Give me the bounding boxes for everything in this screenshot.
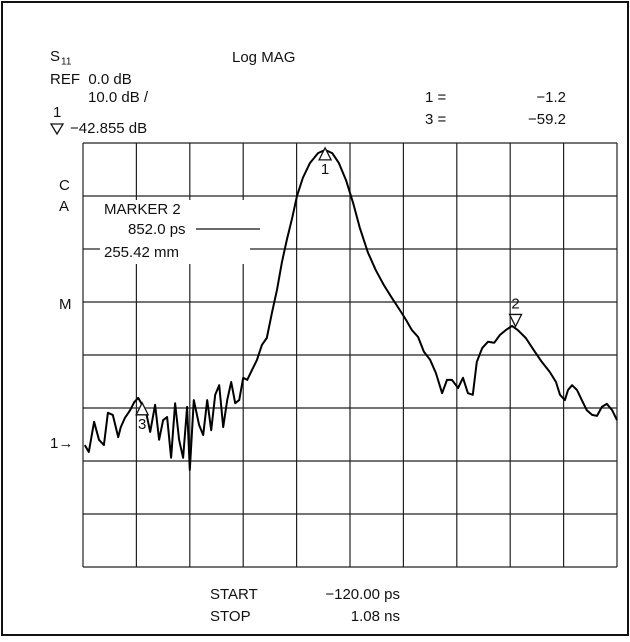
marker <box>135 401 150 416</box>
start-label: START <box>210 586 258 603</box>
readout-label: 1 = <box>425 89 447 106</box>
start-value: −120.00 ps <box>325 586 400 603</box>
marker-info-title: MARKER 2 <box>104 201 181 218</box>
ref-marker: 1 <box>53 104 61 121</box>
stop-value: 1.08 ns <box>351 608 400 625</box>
marker-label: 2 <box>511 295 519 312</box>
marker-label: 3 <box>138 416 146 433</box>
offset: −42.855 dB <box>70 120 147 137</box>
side-label: M <box>59 296 72 313</box>
marker-label: 1 <box>321 161 329 178</box>
marker <box>508 313 523 328</box>
readout-value: −1.2 <box>536 89 566 106</box>
ref-marker-symbol <box>49 123 65 136</box>
stop-label: STOP <box>210 608 251 625</box>
marker-info-time: 852.0 ps <box>128 221 186 238</box>
ref-arrow: 1→ <box>50 435 73 452</box>
marker-info-distance: 255.42 mm <box>104 244 179 261</box>
readout-label: 3 = <box>425 111 447 128</box>
trace <box>83 148 618 471</box>
s-param-sub: 11 <box>61 57 72 68</box>
plot: 1 2 3 <box>82 142 618 568</box>
marker <box>318 146 333 161</box>
side-label: C <box>59 177 70 194</box>
scale: 10.0 dB / <box>88 89 149 106</box>
readout-value: −59.2 <box>528 111 566 128</box>
info-backdrop <box>126 221 196 239</box>
side-label: A <box>59 198 69 215</box>
ref: REF 0.0 dB <box>50 71 132 88</box>
format: Log MAG <box>232 49 295 66</box>
s-param: S <box>50 48 60 65</box>
